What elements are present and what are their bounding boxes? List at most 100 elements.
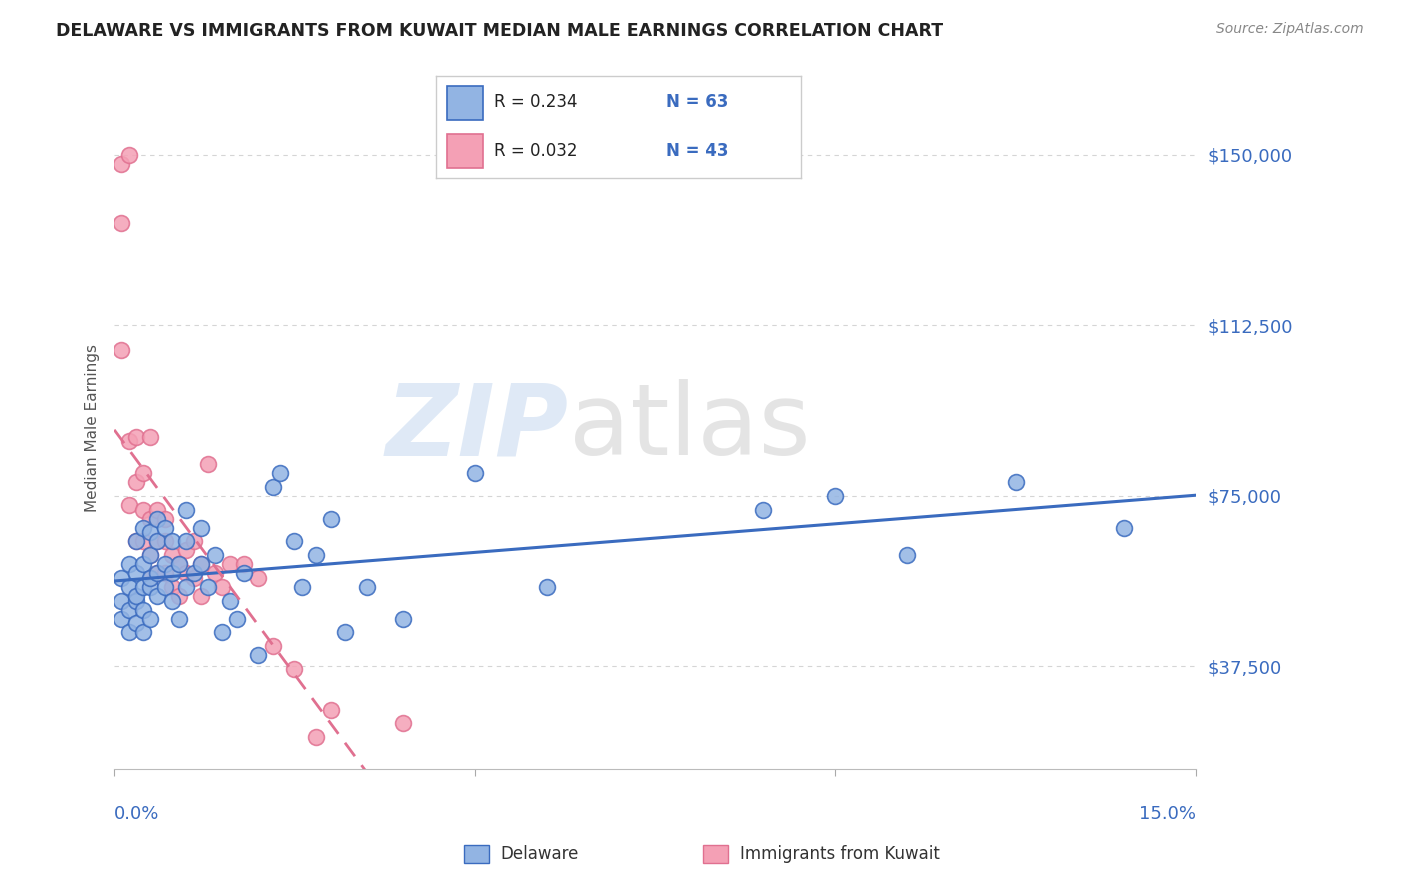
Point	[391, 716, 413, 731]
Text: ZIP: ZIP	[385, 379, 568, 476]
Text: Delaware: Delaware	[501, 845, 579, 863]
Text: 15.0%: 15.0%	[1139, 805, 1197, 823]
Point	[176, 543, 198, 558]
Point	[125, 430, 148, 444]
Point	[269, 466, 291, 480]
Point	[291, 580, 314, 594]
Point	[752, 502, 775, 516]
Point	[160, 566, 183, 581]
Point	[247, 571, 270, 585]
Point	[117, 580, 139, 594]
Point	[167, 589, 190, 603]
FancyBboxPatch shape	[447, 87, 484, 120]
Point	[139, 612, 162, 626]
Point	[117, 557, 139, 571]
Point	[176, 534, 198, 549]
Point	[153, 580, 176, 594]
Point	[110, 157, 132, 171]
Point	[139, 430, 162, 444]
Point	[110, 571, 132, 585]
Point	[139, 571, 162, 585]
Point	[160, 580, 183, 594]
Point	[183, 566, 205, 581]
Point	[190, 589, 212, 603]
Point	[1112, 521, 1135, 535]
Point	[125, 566, 148, 581]
Point	[197, 580, 219, 594]
Y-axis label: Median Male Earnings: Median Male Earnings	[86, 343, 100, 512]
Point	[211, 625, 233, 640]
Point	[183, 571, 205, 585]
Point	[225, 612, 247, 626]
Point	[536, 580, 558, 594]
Point	[146, 566, 169, 581]
Point	[824, 489, 846, 503]
Point	[153, 557, 176, 571]
Point	[233, 566, 256, 581]
Point	[153, 534, 176, 549]
Point	[211, 580, 233, 594]
Point	[110, 593, 132, 607]
Point	[1004, 475, 1026, 490]
Text: Source: ZipAtlas.com: Source: ZipAtlas.com	[1216, 22, 1364, 37]
Point	[139, 511, 162, 525]
Point	[464, 466, 486, 480]
Point	[283, 534, 305, 549]
Point	[319, 511, 342, 525]
Text: R = 0.032: R = 0.032	[495, 142, 578, 160]
Point	[117, 602, 139, 616]
Point	[132, 466, 155, 480]
Point	[197, 457, 219, 471]
Point	[125, 534, 148, 549]
Point	[190, 557, 212, 571]
Point	[204, 566, 226, 581]
Point	[262, 480, 284, 494]
Point	[110, 216, 132, 230]
Point	[117, 625, 139, 640]
Point	[132, 521, 155, 535]
Text: DELAWARE VS IMMIGRANTS FROM KUWAIT MEDIAN MALE EARNINGS CORRELATION CHART: DELAWARE VS IMMIGRANTS FROM KUWAIT MEDIA…	[56, 22, 943, 40]
Point	[167, 612, 190, 626]
Text: N = 43: N = 43	[666, 142, 728, 160]
Point	[190, 521, 212, 535]
Point	[132, 625, 155, 640]
Point	[125, 475, 148, 490]
Point	[153, 521, 176, 535]
Point	[117, 147, 139, 161]
Point	[139, 548, 162, 562]
Point	[125, 593, 148, 607]
Point	[146, 534, 169, 549]
Point	[160, 548, 183, 562]
Point	[176, 566, 198, 581]
Point	[176, 580, 198, 594]
Point	[305, 548, 328, 562]
Point	[139, 548, 162, 562]
Point	[262, 639, 284, 653]
Point	[146, 502, 169, 516]
Point	[391, 612, 413, 626]
Point	[146, 589, 169, 603]
Point	[176, 502, 198, 516]
Point	[125, 589, 148, 603]
Point	[218, 557, 240, 571]
Point	[204, 548, 226, 562]
Point	[146, 534, 169, 549]
Point	[117, 498, 139, 512]
Point	[110, 612, 132, 626]
Point	[283, 662, 305, 676]
Point	[356, 580, 378, 594]
Point	[125, 534, 148, 549]
Point	[333, 625, 356, 640]
Point	[139, 571, 162, 585]
Point	[125, 616, 148, 631]
Point	[183, 534, 205, 549]
Point	[190, 557, 212, 571]
Point	[319, 703, 342, 717]
Point	[160, 593, 183, 607]
Point	[132, 502, 155, 516]
Text: N = 63: N = 63	[666, 93, 728, 111]
Point	[153, 566, 176, 581]
Point	[305, 730, 328, 744]
Point	[153, 511, 176, 525]
Text: Immigrants from Kuwait: Immigrants from Kuwait	[740, 845, 939, 863]
